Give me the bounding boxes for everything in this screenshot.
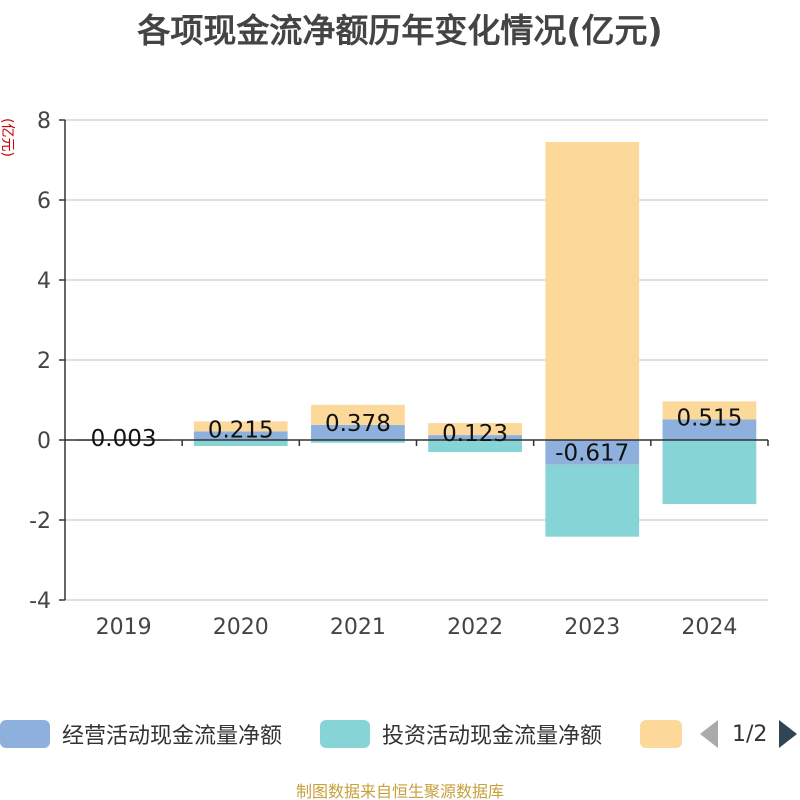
x-tick-label-2020: 2020 <box>213 615 269 640</box>
data-labels-layer: 0.003 0.215 0.378 0.123 -0.617 0.515 <box>91 405 743 466</box>
legend-label-operating: 经营活动现金流量净额 <box>62 724 283 749</box>
triangle-left-icon[interactable] <box>700 720 718 748</box>
legend-item-operating[interactable]: 经营活动现金流量净额 <box>0 716 282 752</box>
data-label-operating-2024: 0.515 <box>676 405 742 431</box>
y-tick-label-3: 2 <box>37 349 51 374</box>
legend-label-investing: 投资活动现金流量净额 <box>382 724 603 749</box>
bar-financing-2022 <box>428 423 522 436</box>
y-tick-label-0: -4 <box>29 589 51 614</box>
legend-swatch-operating <box>0 720 50 748</box>
legend-page-indicator: 1/2 <box>732 721 768 747</box>
bar-operating-2020 <box>193 431 288 440</box>
bar-financing-2024 <box>662 401 757 420</box>
bar-financing-2020 <box>193 421 288 432</box>
legend-pager: 1/2 <box>700 716 798 752</box>
bar-investing-2020 <box>193 440 288 446</box>
legend-swatch-investing <box>320 720 370 748</box>
bar-financing-2021 <box>311 404 405 425</box>
bar-investing-2024 <box>662 440 757 504</box>
x-tick-label-2019: 2019 <box>96 615 152 640</box>
legend-swatch-financing <box>640 720 682 748</box>
legend-item-financing[interactable] <box>640 716 694 752</box>
data-label-operating-2022: 0.123 <box>442 421 508 447</box>
y-tick-label-2: 0 <box>37 429 51 454</box>
legend-item-investing[interactable]: 投资活动现金流量净额 <box>320 716 602 752</box>
x-tick-label-2022: 2022 <box>447 615 503 640</box>
bar-operating-2022 <box>428 435 522 440</box>
y-tick-label-5: 6 <box>37 189 51 214</box>
chart-title: 各项现金流净额历年变化情况(亿元) <box>137 11 663 50</box>
x-tick-label-2021: 2021 <box>330 615 386 640</box>
data-label-operating-2021: 0.378 <box>325 411 391 437</box>
data-label-operating-2020: 0.215 <box>208 417 274 443</box>
data-label-operating-2019: 0.003 <box>91 426 157 452</box>
bars-layer <box>76 142 757 537</box>
x-tick-label-2023: 2023 <box>564 615 620 640</box>
source-note: 制图数据来自恒生聚源数据库 <box>295 782 504 800</box>
bar-operating-2024 <box>662 419 757 440</box>
legend: 经营活动现金流量净额 投资活动现金流量净额 1/2 <box>0 716 800 752</box>
bar-operating-2023 <box>545 440 640 465</box>
y-tick-label-4: 4 <box>37 269 51 294</box>
bar-financing-2023 <box>545 142 640 440</box>
x-tick-label-2024: 2024 <box>681 615 737 640</box>
bar-investing-2021 <box>311 440 405 443</box>
bar-investing-2022 <box>428 440 522 452</box>
y-axis-label: (亿元) <box>0 118 15 157</box>
bar-operating-2021 <box>311 424 405 440</box>
bar-investing-2023 <box>545 464 640 537</box>
y-tick-label-6: 8 <box>37 109 51 134</box>
y-tick-label-1: -2 <box>29 509 51 534</box>
axis-layer: -4 -2 0 2 4 6 8 2019 2020 2021 2022 2023 2024 <box>29 109 769 640</box>
grid-layer <box>65 119 768 601</box>
triangle-right-icon[interactable] <box>779 720 798 748</box>
data-label-operating-2023: -0.617 <box>555 441 629 467</box>
